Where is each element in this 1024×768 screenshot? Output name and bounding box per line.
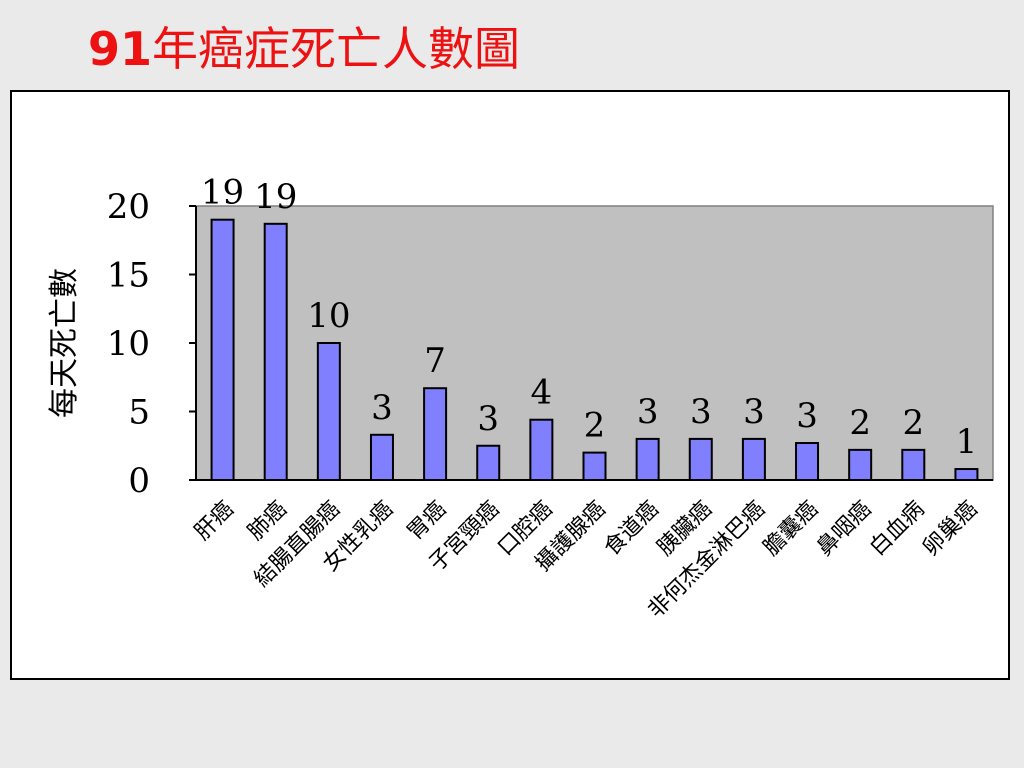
bar — [741, 437, 766, 481]
bar-data-label: 3 — [477, 399, 499, 439]
bar-data-label: 7 — [424, 341, 446, 381]
x-category-label: 膽囊癌 — [759, 497, 823, 561]
x-category-label: 肝癌 — [190, 497, 239, 546]
bar-data-label: 19 — [201, 173, 244, 213]
bar — [901, 448, 926, 481]
bar-data-label: 4 — [531, 373, 553, 413]
bar — [369, 433, 394, 482]
bar — [476, 444, 501, 481]
bar — [688, 437, 713, 481]
bar — [423, 387, 448, 481]
bar — [848, 448, 873, 481]
x-category-label: 食道癌 — [600, 497, 664, 561]
bar-data-label: 3 — [690, 392, 712, 432]
bar-data-label: 2 — [849, 403, 871, 443]
bar — [795, 442, 820, 482]
title-number: 91 — [88, 22, 153, 76]
bar — [263, 222, 288, 481]
y-tick-label: 15 — [107, 256, 150, 296]
bar — [210, 218, 235, 481]
bar-data-label: 19 — [254, 177, 297, 217]
bar — [316, 342, 341, 481]
bar-data-label: 10 — [307, 296, 350, 336]
bar — [582, 451, 607, 482]
bar-data-label: 3 — [796, 396, 818, 436]
x-category-label: 鼻咽癌 — [812, 497, 876, 561]
bar — [954, 468, 979, 482]
y-tick-label: 10 — [107, 324, 150, 364]
bar-data-label: 3 — [637, 392, 659, 432]
x-category-label: 白血病 — [865, 497, 929, 561]
x-category-label: 卵巢癌 — [918, 497, 982, 561]
title-text: 年癌症死亡人數圖 — [152, 22, 521, 76]
y-axis-ticks: 0 5 10 15 20 — [107, 187, 196, 501]
bar-data-label: 2 — [584, 406, 606, 446]
bar — [635, 437, 660, 481]
bar-data-label: 3 — [743, 392, 765, 432]
bar — [529, 418, 554, 481]
y-axis-title: 每天死亡數 — [47, 268, 82, 418]
bar-data-label: 1 — [956, 422, 978, 462]
bar-data-label: 2 — [902, 403, 924, 443]
bar-data-label: 3 — [371, 388, 393, 428]
y-tick-label: 5 — [128, 393, 150, 433]
y-tick-label: 20 — [107, 187, 150, 227]
bars-group — [210, 218, 979, 482]
y-tick-label: 0 — [128, 461, 150, 501]
slide-title: 91年癌症死亡人數圖 — [88, 14, 520, 84]
